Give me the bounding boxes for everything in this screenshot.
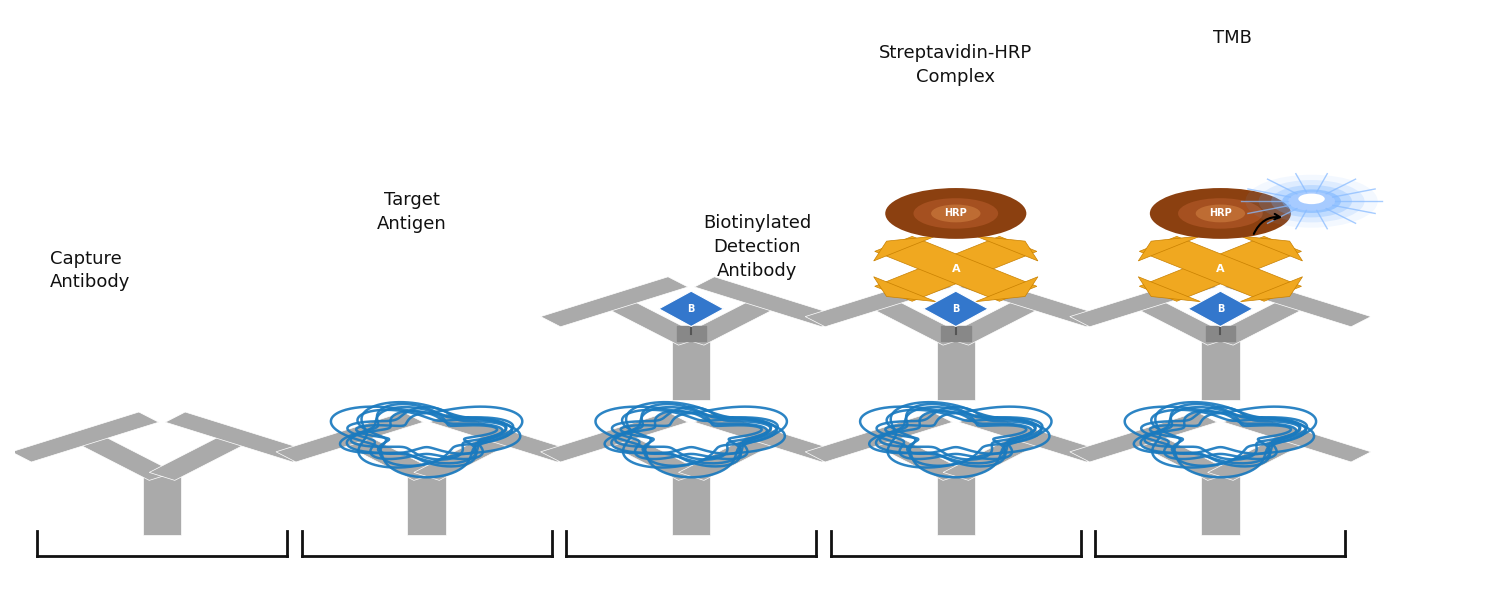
- Polygon shape: [658, 291, 723, 326]
- Polygon shape: [1138, 236, 1200, 261]
- Ellipse shape: [1150, 188, 1292, 239]
- Polygon shape: [276, 412, 423, 462]
- Polygon shape: [975, 277, 1038, 302]
- Polygon shape: [958, 277, 1107, 327]
- Text: HRP: HRP: [1209, 208, 1231, 218]
- Text: Biotinylated
Detection
Antibody: Biotinylated Detection Antibody: [704, 214, 812, 280]
- Polygon shape: [975, 236, 1038, 261]
- Polygon shape: [1202, 476, 1239, 535]
- Polygon shape: [165, 412, 312, 462]
- Text: A: A: [951, 264, 960, 274]
- Polygon shape: [1131, 298, 1233, 345]
- Ellipse shape: [932, 205, 981, 223]
- Polygon shape: [672, 341, 711, 400]
- Polygon shape: [150, 433, 252, 481]
- Polygon shape: [678, 433, 782, 481]
- Polygon shape: [865, 433, 969, 481]
- Text: A: A: [1216, 264, 1224, 274]
- Text: HRP: HRP: [945, 208, 968, 218]
- Ellipse shape: [1196, 205, 1245, 223]
- Polygon shape: [874, 236, 1036, 301]
- Polygon shape: [540, 412, 688, 462]
- Text: Streptavidin-HRP
Complex: Streptavidin-HRP Complex: [879, 44, 1032, 86]
- Polygon shape: [1208, 298, 1310, 345]
- Polygon shape: [1240, 236, 1302, 261]
- Polygon shape: [1131, 433, 1233, 481]
- Ellipse shape: [1299, 194, 1324, 204]
- Polygon shape: [408, 476, 446, 535]
- Text: B: B: [952, 304, 960, 314]
- Text: TMB: TMB: [1212, 29, 1251, 47]
- Polygon shape: [1070, 412, 1217, 462]
- Text: B: B: [1216, 304, 1224, 314]
- Ellipse shape: [1288, 192, 1335, 211]
- Polygon shape: [806, 412, 952, 462]
- Polygon shape: [672, 476, 711, 535]
- Polygon shape: [865, 298, 969, 345]
- Text: Target
Antigen: Target Antigen: [376, 191, 447, 233]
- Ellipse shape: [885, 188, 1026, 239]
- Polygon shape: [1188, 291, 1252, 326]
- Polygon shape: [873, 236, 936, 261]
- Text: B: B: [687, 304, 694, 314]
- Polygon shape: [414, 433, 516, 481]
- Polygon shape: [694, 277, 842, 327]
- Ellipse shape: [914, 198, 998, 229]
- Polygon shape: [944, 433, 1046, 481]
- Ellipse shape: [1258, 180, 1365, 223]
- Polygon shape: [1138, 277, 1200, 302]
- Polygon shape: [1140, 236, 1302, 301]
- Polygon shape: [1070, 277, 1217, 327]
- Polygon shape: [1224, 277, 1371, 327]
- Polygon shape: [936, 476, 975, 535]
- Polygon shape: [806, 277, 952, 327]
- Polygon shape: [72, 433, 174, 481]
- Polygon shape: [694, 412, 842, 462]
- Polygon shape: [338, 433, 440, 481]
- Polygon shape: [1224, 412, 1371, 462]
- Text: Capture
Antibody: Capture Antibody: [51, 250, 130, 292]
- Polygon shape: [936, 341, 975, 400]
- Polygon shape: [602, 433, 703, 481]
- Ellipse shape: [1282, 190, 1341, 213]
- Polygon shape: [873, 277, 936, 302]
- Polygon shape: [602, 298, 703, 345]
- Polygon shape: [678, 298, 782, 345]
- Polygon shape: [944, 298, 1046, 345]
- Ellipse shape: [1270, 185, 1352, 217]
- Polygon shape: [430, 412, 578, 462]
- Polygon shape: [142, 476, 182, 535]
- Ellipse shape: [1178, 198, 1263, 229]
- Polygon shape: [924, 291, 988, 326]
- Polygon shape: [874, 236, 1036, 301]
- Polygon shape: [958, 412, 1107, 462]
- Polygon shape: [1140, 236, 1302, 301]
- Ellipse shape: [1245, 175, 1377, 227]
- Polygon shape: [1202, 341, 1239, 400]
- Polygon shape: [12, 412, 159, 462]
- Polygon shape: [1208, 433, 1310, 481]
- Polygon shape: [1240, 277, 1302, 302]
- Polygon shape: [540, 277, 688, 327]
